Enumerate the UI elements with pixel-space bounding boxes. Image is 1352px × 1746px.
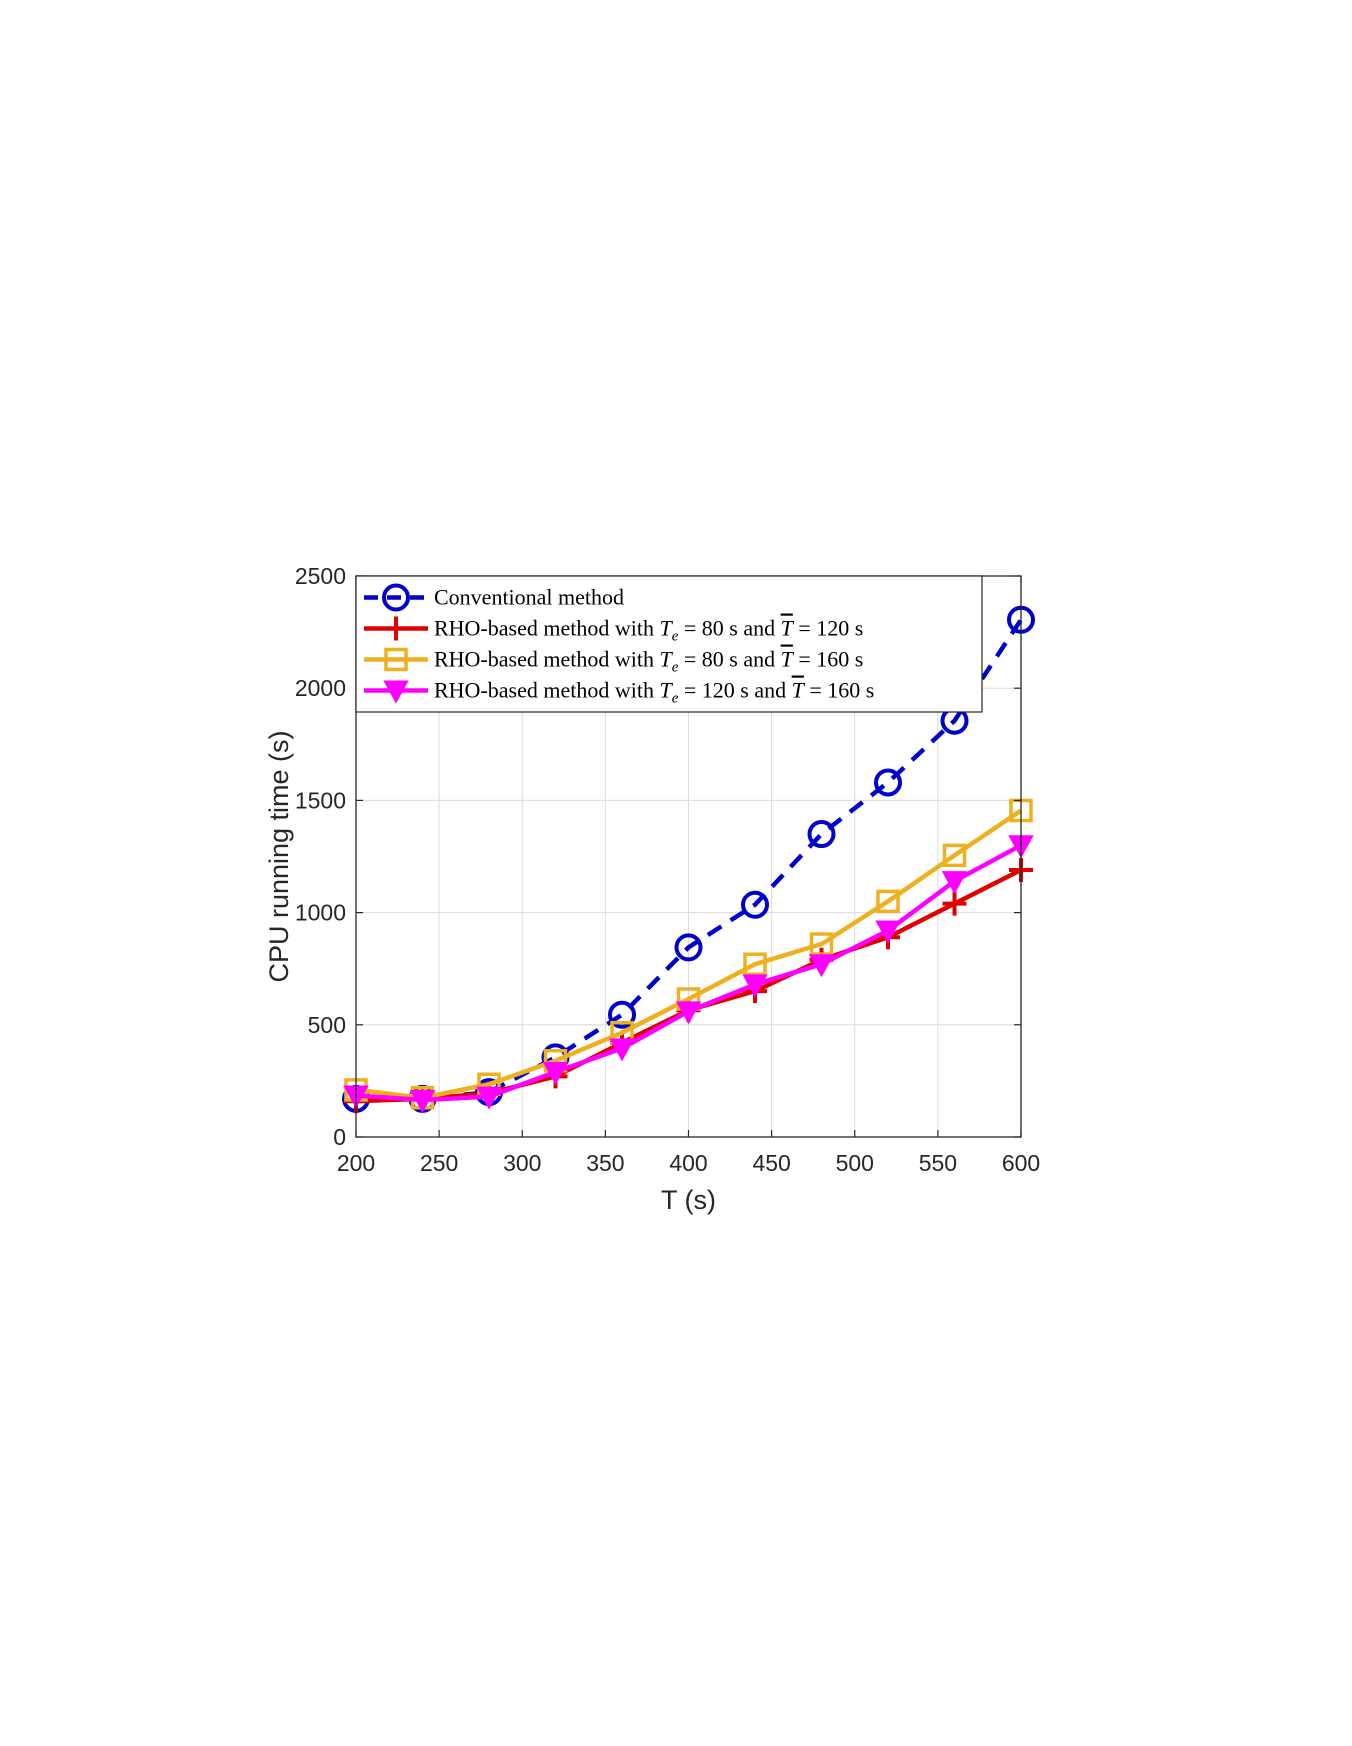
y-tick-label: 0 — [333, 1124, 346, 1150]
square-marker — [876, 889, 900, 914]
square-marker — [942, 843, 967, 868]
triangle-down-marker — [808, 954, 835, 978]
plus-marker — [384, 616, 408, 641]
x-tick-label: 300 — [503, 1150, 541, 1176]
square-marker — [384, 647, 408, 672]
y-tick-label: 2000 — [295, 675, 346, 701]
x-tick-label: 600 — [1002, 1150, 1040, 1176]
legend: Conventional method RHO-based method with… — [355, 575, 983, 713]
legend-label: RHO-based method with Te = 80 s and T = … — [434, 616, 863, 645]
y-tick-label: 500 — [308, 1012, 346, 1038]
triangle-down-marker — [742, 974, 768, 998]
x-tick-label: 200 — [337, 1150, 375, 1176]
triangle-down-marker — [476, 1086, 502, 1110]
circle-marker — [741, 890, 769, 919]
axes: 200 250 300 350 400 450 500 550 600 0 500 1000 1500 2… — [295, 563, 1040, 1176]
circle-marker — [674, 933, 703, 962]
legend-entry: RHO-based method with Te = 120 s and T =… — [364, 678, 874, 707]
triangle-down-marker — [609, 1038, 635, 1062]
x-tick-label: 350 — [586, 1150, 624, 1176]
y-tick-label: 2500 — [295, 563, 346, 589]
circle-marker — [807, 820, 836, 849]
x-tick-label: 550 — [919, 1150, 957, 1176]
y-tick-label: 1500 — [295, 787, 346, 813]
legend-entry: Conventional method — [364, 583, 624, 612]
x-axis-title: T (s) — [661, 1185, 716, 1215]
triangle-down-marker — [383, 680, 409, 704]
legend-box — [355, 575, 983, 713]
circle-marker — [608, 1000, 636, 1029]
triangle-down-marker — [409, 1089, 436, 1114]
triangle-down-marker — [875, 920, 901, 944]
legend-label: RHO-based method with Te = 120 s and T =… — [434, 678, 874, 707]
square-marker — [809, 932, 834, 956]
circle-marker — [874, 768, 902, 797]
legend-label: Conventional method — [434, 585, 624, 610]
legend-entry: RHO-based method with Te = 80 s and T = … — [364, 616, 863, 645]
legend-entry: RHO-based method with Te = 80 s and T = … — [364, 647, 863, 676]
x-tick-label: 400 — [669, 1150, 707, 1176]
triangle-down-marker — [675, 1001, 702, 1025]
plot-series — [342, 605, 1035, 1114]
legend-label: RHO-based method with Te = 80 s and T = … — [434, 647, 863, 676]
circle-marker — [382, 583, 410, 612]
plus-marker — [942, 891, 967, 916]
triangle-down-marker — [941, 871, 968, 895]
x-tick-label: 450 — [752, 1150, 790, 1176]
square-marker — [743, 952, 767, 976]
y-tick-label: 1000 — [295, 900, 346, 926]
y-axis-title: CPU running time (s) — [264, 730, 294, 982]
triangle-down-marker — [542, 1061, 569, 1085]
series-line — [355, 808, 1023, 1100]
x-tick-label: 250 — [420, 1150, 458, 1176]
x-tick-label: 500 — [836, 1150, 874, 1176]
